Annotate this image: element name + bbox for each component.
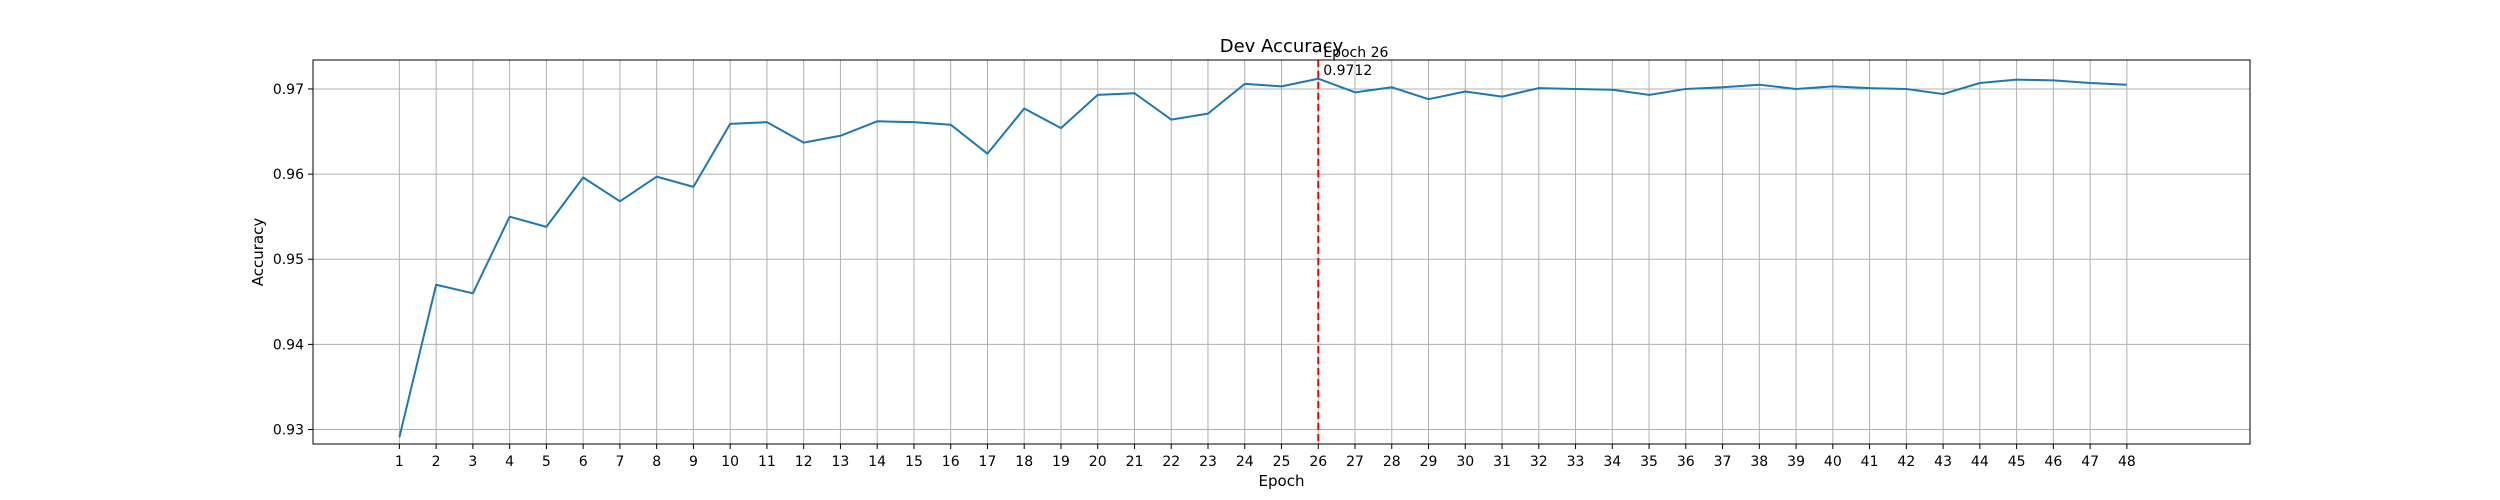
x-tick-label: 16 bbox=[942, 454, 960, 470]
x-tick-label: 28 bbox=[1383, 454, 1401, 470]
x-tick-label: 3 bbox=[468, 454, 477, 470]
x-tick-label: 36 bbox=[1677, 454, 1695, 470]
chart-title: Dev Accuracy bbox=[1220, 36, 1344, 57]
x-tick-label: 12 bbox=[795, 454, 813, 470]
marker-value-label: 0.9712 bbox=[1323, 63, 1372, 79]
x-tick-label: 37 bbox=[1714, 454, 1732, 470]
x-tick-label: 15 bbox=[905, 454, 923, 470]
x-tick-label: 41 bbox=[1861, 454, 1879, 470]
x-tick-label: 18 bbox=[1015, 454, 1033, 470]
x-tick-label: 19 bbox=[1052, 454, 1070, 470]
x-tick-label: 1 bbox=[395, 454, 404, 470]
x-tick-label: 9 bbox=[689, 454, 698, 470]
x-tick-label: 47 bbox=[2081, 454, 2099, 470]
x-tick-label: 33 bbox=[1567, 454, 1585, 470]
x-tick-label: 22 bbox=[1162, 454, 1180, 470]
x-tick-label: 27 bbox=[1346, 454, 1364, 470]
x-tick-label: 29 bbox=[1420, 454, 1438, 470]
x-tick-label: 42 bbox=[1897, 454, 1915, 470]
y-tick-label: 0.94 bbox=[273, 337, 304, 353]
x-tick-label: 21 bbox=[1126, 454, 1144, 470]
x-tick-label: 44 bbox=[1971, 454, 1989, 470]
x-tick-label: 2 bbox=[432, 454, 441, 470]
y-tick-label: 0.97 bbox=[273, 82, 304, 98]
x-tick-label: 25 bbox=[1273, 454, 1291, 470]
x-tick-label: 8 bbox=[652, 454, 661, 470]
x-tick-label: 17 bbox=[979, 454, 997, 470]
x-tick-label: 6 bbox=[579, 454, 588, 470]
x-tick-label: 10 bbox=[721, 454, 739, 470]
y-tick-label: 0.96 bbox=[273, 167, 304, 183]
x-tick-label: 45 bbox=[2008, 454, 2026, 470]
x-tick-label: 31 bbox=[1493, 454, 1511, 470]
x-tick-label: 32 bbox=[1530, 454, 1548, 470]
x-tick-label: 20 bbox=[1089, 454, 1107, 470]
x-tick-label: 46 bbox=[2044, 454, 2062, 470]
x-tick-label: 35 bbox=[1640, 454, 1658, 470]
x-tick-label: 39 bbox=[1787, 454, 1805, 470]
series-line bbox=[398, 77, 2127, 438]
x-tick-label: 24 bbox=[1236, 454, 1254, 470]
x-tick-label: 48 bbox=[2118, 454, 2136, 470]
x-tick-label: 34 bbox=[1603, 454, 1621, 470]
grid-lines bbox=[313, 60, 2250, 444]
y-tick-label: 0.93 bbox=[273, 423, 304, 439]
marker-epoch-label: Epoch 26 bbox=[1323, 45, 1388, 61]
x-tick-label: 40 bbox=[1824, 454, 1842, 470]
x-tick-label: 23 bbox=[1199, 454, 1217, 470]
x-tick-label: 26 bbox=[1309, 454, 1327, 470]
x-axis-ticks: 1 2 3 4 5 6 7 8 9 10 11 12 13 14 15 16 17 18 19 20 21 22 23 24 2… bbox=[395, 444, 2136, 470]
series-layer bbox=[398, 77, 2127, 438]
y-tick-label: 0.95 bbox=[273, 252, 304, 268]
x-tick-label: 43 bbox=[1934, 454, 1952, 470]
x-tick-label: 30 bbox=[1456, 454, 1474, 470]
x-tick-label: 13 bbox=[832, 454, 850, 470]
x-tick-label: 4 bbox=[505, 454, 514, 470]
x-tick-label: 7 bbox=[615, 454, 624, 470]
x-tick-label: 14 bbox=[868, 454, 886, 470]
y-axis-label: Accuracy bbox=[249, 218, 267, 287]
y-axis-ticks: 0.93 0.94 0.95 0.96 0.97 bbox=[273, 82, 313, 439]
x-axis-label: Epoch bbox=[1259, 472, 1305, 490]
x-tick-label: 38 bbox=[1750, 454, 1768, 470]
x-tick-label: 5 bbox=[542, 454, 551, 470]
x-tick-label: 11 bbox=[758, 454, 776, 470]
